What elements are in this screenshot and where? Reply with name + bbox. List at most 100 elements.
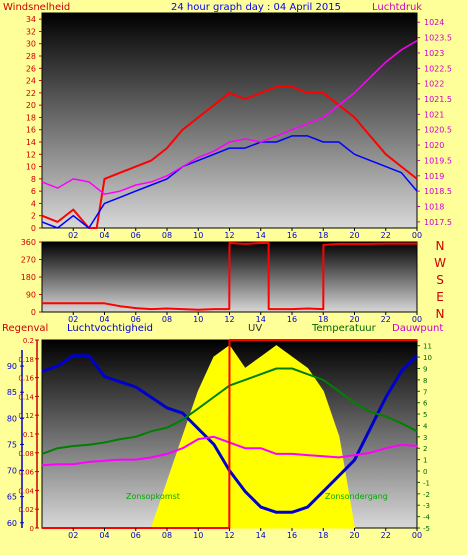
left-tick-label: 12 — [26, 150, 36, 159]
chart-title: 24 hour graph day : 04 April 2015 — [171, 2, 341, 13]
right-tick-label: 1024 — [424, 18, 444, 27]
right-tick-label: 1020.5 — [424, 126, 452, 135]
uv-label: UV — [248, 323, 262, 334]
x-tick-label: 18 — [318, 315, 328, 324]
left-tick-label: 16 — [26, 126, 36, 135]
direction-tick-label: 360 — [21, 238, 36, 247]
x-tick-label: 16 — [287, 315, 297, 324]
wind-chart-background — [42, 13, 417, 228]
x-tick-label: 06 — [131, 231, 141, 240]
rain-tick-label: 0.14 — [18, 393, 34, 401]
humidity-tick-label: 85 — [7, 388, 17, 397]
pressure-line — [41, 39, 418, 195]
x-tick-label: 00 — [412, 531, 422, 540]
dauwpunt-label: Dauwpunt — [392, 323, 443, 334]
left-tick-label: 28 — [26, 52, 36, 61]
temperature-tick-label: -3 — [423, 502, 430, 510]
direction-tick-label: 90 — [26, 291, 36, 300]
rain-tick-label: 0.12 — [18, 412, 34, 420]
x-tick-label: 04 — [99, 531, 109, 540]
x-tick-label: 00 — [412, 231, 422, 240]
x-tick-label: 02 — [68, 231, 78, 240]
direction-tick-label: 180 — [21, 273, 36, 282]
left-tick-label: 2 — [31, 212, 36, 221]
x-tick-label: 14 — [256, 531, 266, 540]
humidity-tick-label: 90 — [7, 362, 17, 371]
left-tick-label: 32 — [26, 27, 36, 36]
right-tick-label: 1017.5 — [424, 218, 452, 227]
right-tick-label: 1021 — [424, 110, 444, 119]
temperature-tick-label: 7 — [423, 388, 427, 396]
temperature-tick-label: 11 — [423, 343, 432, 351]
temperature-tick-label: 8 — [423, 377, 427, 385]
x-tick-label: 20 — [349, 531, 359, 540]
x-tick-label: 22 — [381, 531, 391, 540]
humidity-tick-label: 80 — [7, 414, 17, 423]
x-tick-label: 02 — [68, 315, 78, 324]
temperature-tick-label: -5 — [423, 525, 430, 533]
x-tick-label: 18 — [318, 531, 328, 540]
temperature-tick-label: -4 — [423, 514, 431, 522]
right-tick-label: 1020 — [424, 141, 444, 150]
x-tick-label: 06 — [131, 315, 141, 324]
x-tick-label: 08 — [162, 315, 172, 324]
temperature-tick-label: 1 — [423, 457, 427, 465]
right-tick-label: 1019.5 — [424, 156, 452, 165]
temperature-tick-label: 3 — [423, 434, 427, 442]
direction-tick-label: 270 — [21, 256, 36, 265]
x-tick-label: 12 — [224, 231, 234, 240]
temperature-tick-label: 6 — [423, 400, 428, 408]
left-tick-label: 8 — [31, 175, 36, 184]
left-tick-label: 4 — [31, 199, 36, 208]
left-tick-label: 6 — [31, 187, 36, 196]
rain-tick-label: 0.2 — [23, 337, 34, 345]
temperature-tick-label: 9 — [423, 365, 427, 373]
rain-tick-label: 0.18 — [18, 356, 34, 364]
temperature-tick-label: -2 — [423, 491, 430, 499]
x-tick-label: 10 — [193, 531, 203, 540]
right-tick-label: 1022.5 — [424, 64, 452, 73]
x-tick-label: 18 — [318, 231, 328, 240]
rain-tick-label: 0.16 — [18, 375, 34, 383]
wind-left-label: Windsnelheid — [3, 2, 70, 13]
x-tick-label: 12 — [224, 315, 234, 324]
rain-tick-label: 0.04 — [18, 487, 34, 495]
x-tick-label: 16 — [287, 531, 297, 540]
wind-speed-line — [41, 85, 418, 229]
x-tick-label: 12 — [224, 531, 234, 540]
x-tick-label: 22 — [381, 231, 391, 240]
left-tick-label: 14 — [26, 138, 36, 147]
right-tick-label: 1023 — [424, 49, 444, 58]
humidity-tick-label: 75 — [7, 440, 17, 449]
x-tick-label: 14 — [256, 231, 266, 240]
rain-tick-label: 0.08 — [18, 450, 34, 458]
left-tick-label: 0 — [31, 224, 36, 233]
uv-area — [150, 344, 356, 529]
regenval-label: Regenval — [2, 323, 48, 334]
humidity-tick-label: 60 — [7, 519, 17, 528]
wind-gust-line — [41, 135, 418, 229]
right-tick-label: 1019 — [424, 172, 444, 181]
x-tick-label: 00 — [412, 315, 422, 324]
left-tick-label: 34 — [26, 15, 36, 24]
x-tick-label: 04 — [99, 231, 109, 240]
right-tick-label: 1018.5 — [424, 187, 452, 196]
direction-tick-label: 0 — [31, 308, 36, 317]
compass-label: N — [436, 239, 445, 253]
right-tick-label: 1023.5 — [424, 34, 452, 43]
rain-tick-label: 0.02 — [18, 506, 34, 514]
right-tick-label: 1021.5 — [424, 95, 452, 104]
temperature-tick-label: 10 — [423, 354, 432, 362]
x-tick-label: 10 — [193, 315, 203, 324]
luchtvochtigheid-label: Luchtvochtigheid — [67, 323, 153, 334]
left-tick-label: 30 — [26, 40, 36, 49]
x-tick-label: 02 — [68, 531, 78, 540]
temperature-tick-label: 4 — [423, 422, 428, 430]
sunset-label: Zonsondergang — [325, 492, 388, 501]
x-tick-label: 20 — [349, 231, 359, 240]
temperature-tick-label: -1 — [423, 479, 430, 487]
temperature-tick-label: 0 — [423, 468, 427, 476]
rain-tick-label: 0.06 — [18, 469, 34, 477]
